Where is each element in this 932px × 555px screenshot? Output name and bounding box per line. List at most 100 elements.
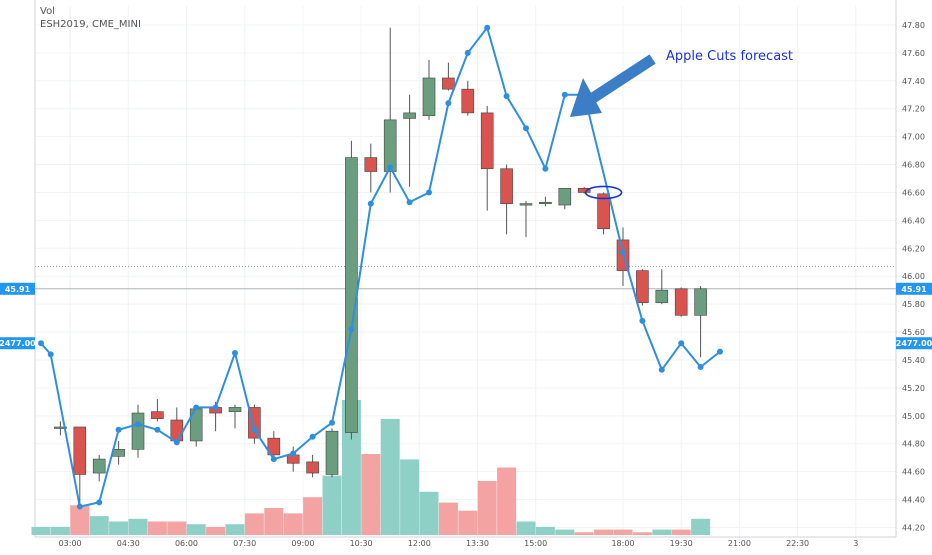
- x-tick-label: 3: [853, 539, 858, 548]
- last-price-right-box: [896, 282, 932, 295]
- volume-bar: [206, 526, 226, 535]
- series-point: [309, 433, 316, 440]
- volume-bar: [186, 524, 206, 535]
- candle-body: [170, 419, 184, 442]
- series-point: [290, 450, 297, 457]
- y-tick-label: 45.80: [902, 300, 925, 309]
- annotation-text: Apple Cuts forecast: [666, 49, 793, 64]
- series-point: [697, 363, 704, 370]
- x-tick-label: 04:30: [117, 539, 140, 548]
- volume-bar: [31, 526, 51, 535]
- arrow-shaft: [588, 54, 656, 104]
- volume-bar: [458, 510, 478, 535]
- volume-bar: [322, 475, 342, 535]
- volume-bar: [477, 481, 497, 535]
- x-tick-label: 21:00: [728, 539, 751, 548]
- x-tick-label: 13:30: [466, 539, 489, 548]
- indicator-label: Vol: [40, 6, 55, 17]
- series-point: [47, 351, 54, 358]
- volume-bar: [632, 532, 652, 535]
- volume-bar: [438, 502, 458, 535]
- volume-bar: [225, 524, 245, 535]
- candle-body: [519, 203, 533, 206]
- candle-body: [345, 157, 358, 433]
- candle-body: [54, 426, 67, 429]
- candle-body: [597, 193, 610, 230]
- volume-bar: [147, 521, 167, 535]
- candle-body: [151, 411, 164, 419]
- candle-body: [403, 112, 416, 119]
- volume-bar: [50, 526, 70, 535]
- candle-body: [131, 412, 145, 450]
- y-tick-label: 44.40: [902, 496, 925, 505]
- volume-bar: [70, 505, 90, 535]
- volume-bar: [303, 497, 323, 535]
- candle-body: [577, 187, 591, 193]
- candle-body: [325, 430, 339, 475]
- volume-bar: [400, 459, 420, 535]
- volume-bar: [497, 467, 517, 535]
- y-tick-label: 46.40: [902, 216, 925, 225]
- candle-body: [558, 187, 572, 206]
- highlight-ellipse: [584, 185, 623, 200]
- series-point: [445, 100, 452, 107]
- x-tick-label: 15:00: [524, 539, 547, 548]
- series-point: [270, 456, 277, 463]
- volume-bar: [341, 400, 361, 535]
- y-tick-label: 47.40: [902, 77, 925, 86]
- series-point: [503, 93, 510, 100]
- series-point: [639, 317, 646, 324]
- y-tick-label: 44.80: [902, 440, 925, 449]
- y-tick-label: 46.80: [902, 161, 925, 170]
- y-tick-label: 47.20: [902, 105, 925, 114]
- candle-body: [461, 88, 475, 114]
- series-point: [76, 503, 83, 510]
- y-tick-label: 45.40: [902, 356, 925, 365]
- x-tick-label: 19:30: [670, 539, 693, 548]
- y-tick-label: 47.00: [902, 133, 925, 142]
- series-point: [367, 200, 374, 207]
- series-point: [173, 439, 180, 446]
- candle-body: [539, 201, 552, 205]
- series-point: [251, 426, 258, 433]
- volume-bar: [128, 518, 148, 535]
- series-point: [193, 404, 200, 411]
- candle-body: [655, 289, 669, 304]
- x-tick-label: 10:30: [350, 539, 373, 548]
- symbol-label: ESH2019, CME_MINI: [40, 19, 141, 30]
- volume-bar: [419, 491, 439, 535]
- series-point: [464, 49, 471, 56]
- volume-bar: [691, 518, 711, 535]
- volume-bar: [516, 521, 536, 535]
- volume-bar: [613, 529, 633, 535]
- last-price-right-text: 45.91: [901, 285, 927, 294]
- series-point: [135, 421, 141, 428]
- candle-body: [422, 77, 436, 116]
- volume-bar: [89, 516, 109, 535]
- x-tick-label: 18:00: [611, 539, 634, 548]
- candle-body: [480, 112, 494, 170]
- y-tick-label: 45.00: [902, 412, 925, 421]
- series-point: [426, 189, 432, 196]
- candle-body: [674, 288, 688, 316]
- x-tick-label: 09:00: [291, 539, 314, 548]
- series-point: [329, 419, 335, 426]
- volume-bar: [380, 418, 400, 535]
- volume-marker-left-text: 2477.00: [0, 339, 36, 348]
- candle-body: [228, 407, 242, 412]
- y-tick-label: 46.20: [902, 244, 925, 253]
- volume-bar: [167, 521, 187, 535]
- volume-bar: [594, 529, 614, 535]
- y-tick-label: 47.80: [902, 21, 925, 30]
- series-point: [620, 249, 626, 256]
- series-point: [387, 164, 394, 171]
- y-tick-label: 46.00: [902, 272, 925, 281]
- volume-bar: [535, 526, 555, 535]
- series-point: [348, 326, 355, 333]
- series-point: [542, 165, 549, 172]
- volume-bar: [283, 513, 303, 535]
- candle-body: [364, 157, 378, 172]
- y-tick-label: 47.60: [902, 49, 925, 58]
- volume-marker-right-text: 2477.00: [896, 339, 932, 348]
